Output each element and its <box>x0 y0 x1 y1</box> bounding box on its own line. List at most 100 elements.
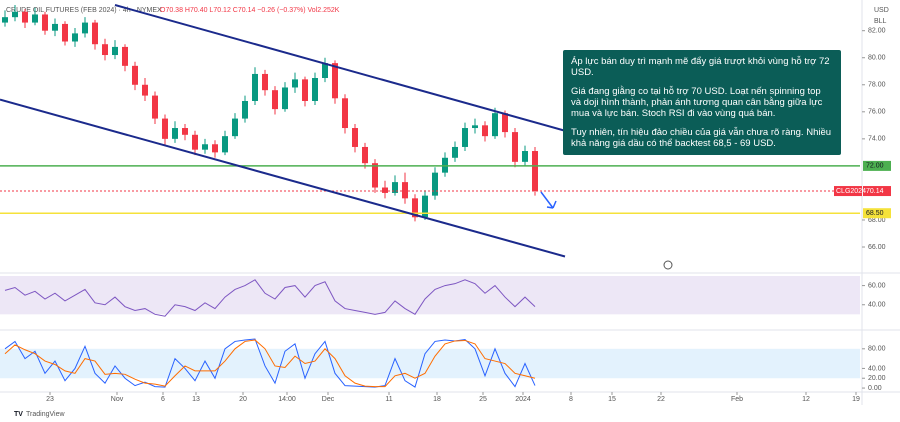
trendline <box>0 98 566 258</box>
candle-body <box>262 73 268 91</box>
candle-body <box>42 14 48 31</box>
candle-body <box>132 65 138 85</box>
symbol-label: CLG2024 <box>836 188 866 195</box>
candle-body <box>452 146 458 158</box>
candle-body <box>242 100 248 119</box>
candle-body <box>492 113 498 137</box>
band <box>0 276 860 315</box>
x-tick-label: 8 <box>569 396 573 403</box>
annotation-text: Giá đang giằng co tại hỗ trợ 70 USD. Loạ… <box>571 86 823 119</box>
candle-body <box>272 90 278 110</box>
candle-body <box>62 23 68 42</box>
candle-body <box>522 151 528 162</box>
candle-body <box>292 79 298 88</box>
trendline <box>114 4 566 132</box>
x-tick-label: 23 <box>46 396 54 403</box>
candle-body <box>232 118 238 137</box>
candle-body <box>112 46 118 56</box>
y-tick-label: 66.00 <box>868 244 886 251</box>
candle-body <box>412 198 418 218</box>
y-tick-label: 74.00 <box>868 136 886 143</box>
candle-body <box>512 132 518 162</box>
candle-body <box>462 128 468 147</box>
indicator-line <box>4 339 536 388</box>
candle-body <box>122 46 128 66</box>
x-tick-label: 19 <box>852 396 860 403</box>
candle-body <box>502 113 508 133</box>
x-tick-label: 15 <box>608 396 616 403</box>
level-tag <box>863 160 891 171</box>
x-tick-label: 2024 <box>515 396 531 403</box>
x-tick-label: 12 <box>802 396 810 403</box>
candle-body <box>22 11 28 23</box>
candle-body <box>92 22 98 45</box>
candle-body <box>202 144 208 150</box>
level-label: 72.00 <box>866 163 884 170</box>
symbol-title: CRUDE OIL FUTURES (FEB 2024) · 4h · NYME… <box>6 7 162 14</box>
candle-body <box>12 11 18 18</box>
unit: BLL <box>874 18 887 25</box>
y-tick-label: 78.00 <box>868 82 886 89</box>
level-label: 70.14 <box>866 188 884 195</box>
annotation-box: Áp lực bán duy trì mạnh mẽ đẩy giá trượt… <box>563 50 841 155</box>
level-tag <box>863 186 891 197</box>
x-tick-label: Feb <box>731 396 743 403</box>
symbol-tag <box>834 186 862 197</box>
candle-body <box>182 128 188 135</box>
candle-body <box>82 22 88 34</box>
indicator-line <box>4 338 536 388</box>
candle-body <box>172 128 178 139</box>
candle-body <box>162 118 168 139</box>
logo: TV <box>14 411 23 418</box>
candle-body <box>332 63 338 99</box>
candle-body <box>102 44 108 56</box>
candle-body <box>392 182 398 193</box>
candle-body <box>192 134 198 150</box>
x-tick-label: 25 <box>479 396 487 403</box>
x-tick-label: 14:00 <box>278 396 296 403</box>
candle-body <box>2 17 8 23</box>
y-tick-label: 0.00 <box>868 385 882 392</box>
candle-body <box>282 87 288 110</box>
level-label: 68.50 <box>866 210 884 217</box>
arrow <box>540 191 557 209</box>
candle-body <box>472 125 478 129</box>
y-tick-label: 20.00 <box>868 375 886 382</box>
y-tick-label: 82.00 <box>868 28 886 35</box>
candle-body <box>52 23 58 31</box>
annotation-text: Tuy nhiên, tín hiệu đảo chiều của giá vẫ… <box>571 127 832 149</box>
candle-body <box>252 73 258 101</box>
candle-body <box>372 163 378 188</box>
candle-body <box>142 84 148 96</box>
candle-body <box>432 172 438 196</box>
y-tick-label: 68.00 <box>868 217 886 224</box>
y-tick-label: 80.00 <box>868 346 886 353</box>
x-tick-label: 20 <box>239 396 247 403</box>
candle-body <box>222 136 228 153</box>
candle-body <box>422 195 428 218</box>
x-tick-label: Nov <box>111 396 124 403</box>
x-tick-label: 18 <box>433 396 441 403</box>
ohlc-readout: O70.38 H70.40 L70.12 C70.14 −0.26 (−0.37… <box>160 7 340 14</box>
candle-body <box>302 79 308 101</box>
y-tick-label: 80.00 <box>868 55 886 62</box>
x-tick-label: Dec <box>322 396 335 403</box>
candle-body <box>32 14 38 23</box>
y-tick-label: 60.00 <box>868 282 886 289</box>
x-tick-label: 13 <box>192 396 200 403</box>
x-tick-label: 11 <box>385 396 392 403</box>
info-icon[interactable] <box>663 260 673 270</box>
candle-body <box>362 146 368 164</box>
currency: USD <box>874 7 889 14</box>
candle-body <box>72 33 78 42</box>
level-tag <box>863 208 891 219</box>
footer-brand: TradingView <box>26 411 65 418</box>
candle-body <box>342 98 348 129</box>
y-tick-label: 40.00 <box>868 302 886 309</box>
candle-body <box>482 125 488 137</box>
candle-body <box>382 187 388 193</box>
y-tick-label: 76.00 <box>868 109 886 116</box>
candle-body <box>322 63 328 79</box>
